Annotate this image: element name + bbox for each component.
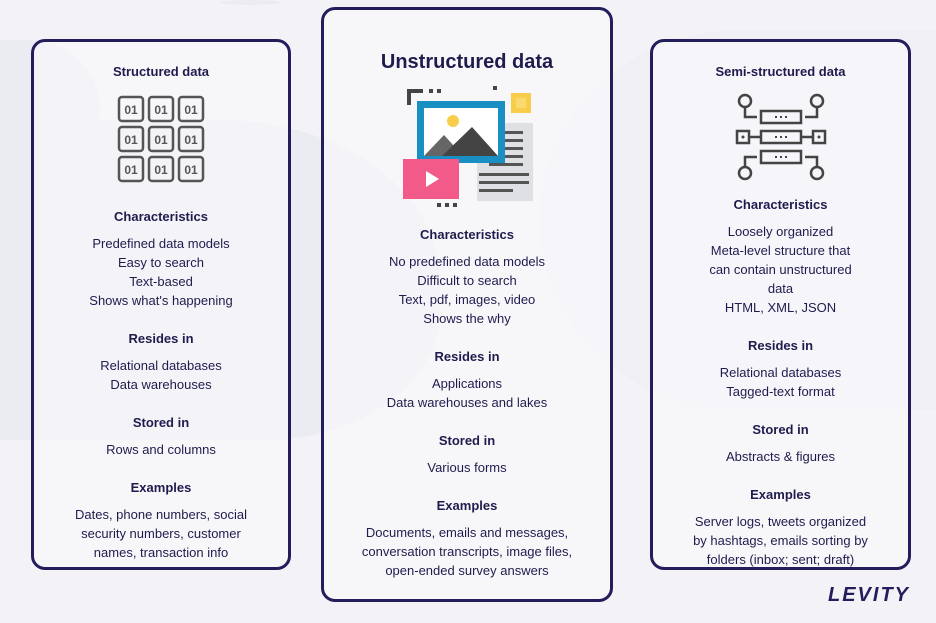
- section-line: Server logs, tweets organized: [694, 514, 867, 529]
- section-heading: Examples: [130, 480, 192, 495]
- section-line: Predefined data models: [92, 236, 230, 251]
- section-line: names, transaction info: [93, 545, 229, 560]
- network-nodes-icon: [735, 93, 826, 181]
- section-body: Server logs, tweets organized by hashtags…: [653, 512, 908, 569]
- section-line: Data warehouses and lakes: [386, 395, 548, 410]
- section-line: Shows what's happening: [89, 293, 233, 308]
- section-body: Relational databases Data warehouses: [34, 356, 288, 394]
- binary-cell: [117, 95, 145, 123]
- section-line: Shows the why: [423, 311, 511, 326]
- binary-cell: [147, 95, 175, 123]
- section-body: Loosely organized Meta-level structure th…: [653, 222, 908, 317]
- section-line: by hashtags, emails sorting by: [693, 533, 868, 548]
- card-title: Semi-structured data: [715, 64, 846, 79]
- binary-cell-text: 01: [124, 133, 138, 147]
- section-line: Abstracts & figures: [725, 449, 836, 464]
- section-heading: Stored in: [438, 433, 496, 448]
- binary-cell-text: 01: [154, 103, 168, 117]
- media-files-icon: [403, 86, 533, 207]
- binary-cell-text: 01: [184, 163, 198, 177]
- section-body: Various forms: [324, 458, 610, 477]
- section-resides-in: Resides in Relational databases Data wareh…: [34, 329, 288, 394]
- section-line: Dates, phone numbers, social: [75, 507, 247, 522]
- binary-cell-text: 01: [154, 133, 168, 147]
- section-heading: Characteristics: [114, 209, 208, 224]
- binary-cell: [177, 95, 205, 123]
- section-characteristics: Characteristics Predefined data models Eas…: [34, 207, 288, 310]
- section-stored-in: Stored in Abstracts & figures: [653, 420, 908, 466]
- semi-structured-data-card: Semi-structured data Characteristics Loos…: [650, 39, 911, 570]
- binary-cell-text: 01: [184, 133, 198, 147]
- levity-logo: LEVITY: [827, 584, 910, 606]
- section-body: Documents, emails and messages, conversat…: [324, 523, 610, 580]
- card-title: Unstructured data: [380, 51, 554, 73]
- binary-cell: [117, 125, 145, 153]
- binary-cell: [177, 155, 205, 183]
- card-sections: Characteristics Predefined data models Eas…: [34, 207, 288, 562]
- section-line: No predefined data models: [388, 254, 546, 269]
- card-sections: Characteristics Loosely organized Meta-lev…: [653, 195, 908, 569]
- section-heading: Characteristics: [733, 197, 828, 212]
- section-resides-in: Resides in Relational databases Tagged-tex…: [653, 336, 908, 401]
- section-body: Predefined data models Easy to search Text…: [34, 234, 288, 310]
- section-line: HTML, XML, JSON: [724, 300, 837, 315]
- section-line: Meta-level structure that: [710, 243, 851, 258]
- section-stored-in: Stored in Various forms: [324, 431, 610, 477]
- section-line: conversation transcripts, image files,: [361, 544, 573, 559]
- section-heading: Resides in: [747, 338, 814, 353]
- section-resides-in: Resides in Applications Data warehouses an…: [324, 347, 610, 412]
- section-line: Text-based: [129, 274, 193, 289]
- section-line: security numbers, customer: [81, 526, 241, 541]
- section-line: Applications: [431, 376, 503, 391]
- section-line: Documents, emails and messages,: [365, 525, 569, 540]
- section-body: Applications Data warehouses and lakes: [324, 374, 610, 412]
- binary-cell-text: 01: [124, 163, 138, 177]
- card-sections: Characteristics No predefined data models…: [324, 225, 610, 580]
- section-line: Tagged-text format: [726, 384, 835, 399]
- section-line: Relational databases: [100, 358, 222, 373]
- section-heading: Stored in: [752, 422, 809, 437]
- section-characteristics: Characteristics No predefined data models…: [324, 225, 610, 328]
- unstructured-data-card: Unstructured data Characteristics No pred…: [321, 7, 613, 602]
- section-line: folders (inbox; sent; draft): [706, 552, 855, 567]
- section-heading: Stored in: [132, 415, 190, 430]
- section-line: Various forms: [427, 460, 507, 475]
- binary-cell-text: 01: [154, 163, 168, 177]
- section-line: Text, pdf, images, video: [398, 292, 536, 307]
- section-body: Relational databases Tagged-text format: [653, 363, 908, 401]
- binary-grid-icon: 01 01 01 01 01 01 01 01 01: [117, 95, 205, 183]
- section-line: Easy to search: [118, 255, 204, 270]
- section-line: Loosely organized: [727, 224, 834, 239]
- section-line: Data warehouses: [110, 377, 212, 392]
- section-body: No predefined data models Difficult to se…: [324, 252, 610, 328]
- section-heading: Examples: [436, 498, 498, 513]
- section-line: Rows and columns: [106, 442, 216, 457]
- background-blob: [220, 0, 280, 5]
- section-examples: Examples Dates, phone numbers, social secu…: [34, 478, 288, 562]
- section-body: Abstracts & figures: [653, 447, 908, 466]
- binary-cell-text: 01: [124, 103, 138, 117]
- section-heading: Resides in: [434, 349, 500, 364]
- section-line: Difficult to search: [417, 273, 517, 288]
- section-heading: Resides in: [128, 331, 194, 346]
- section-line: open-ended survey answers: [385, 563, 549, 578]
- section-line: data: [767, 281, 794, 296]
- structured-data-card: Structured data 01 01 01 01 01 01 01 01 01 Chara…: [31, 39, 291, 570]
- section-line: Relational databases: [719, 365, 842, 380]
- section-heading: Characteristics: [420, 227, 514, 242]
- section-stored-in: Stored in Rows and columns: [34, 413, 288, 459]
- binary-cell: [117, 155, 145, 183]
- section-examples: Examples Server logs, tweets organized by …: [653, 485, 908, 569]
- section-body: Rows and columns: [34, 440, 288, 459]
- binary-cell: [177, 125, 205, 153]
- binary-cell: [147, 125, 175, 153]
- section-examples: Examples Documents, emails and messages, c…: [324, 496, 610, 580]
- binary-cell: [147, 155, 175, 183]
- binary-cell-text: 01: [184, 103, 198, 117]
- section-body: Dates, phone numbers, social security num…: [34, 505, 288, 562]
- section-heading: Examples: [750, 487, 811, 502]
- section-line: can contain unstructured: [709, 262, 852, 277]
- section-characteristics: Characteristics Loosely organized Meta-lev…: [653, 195, 908, 317]
- card-title: Structured data: [112, 64, 210, 79]
